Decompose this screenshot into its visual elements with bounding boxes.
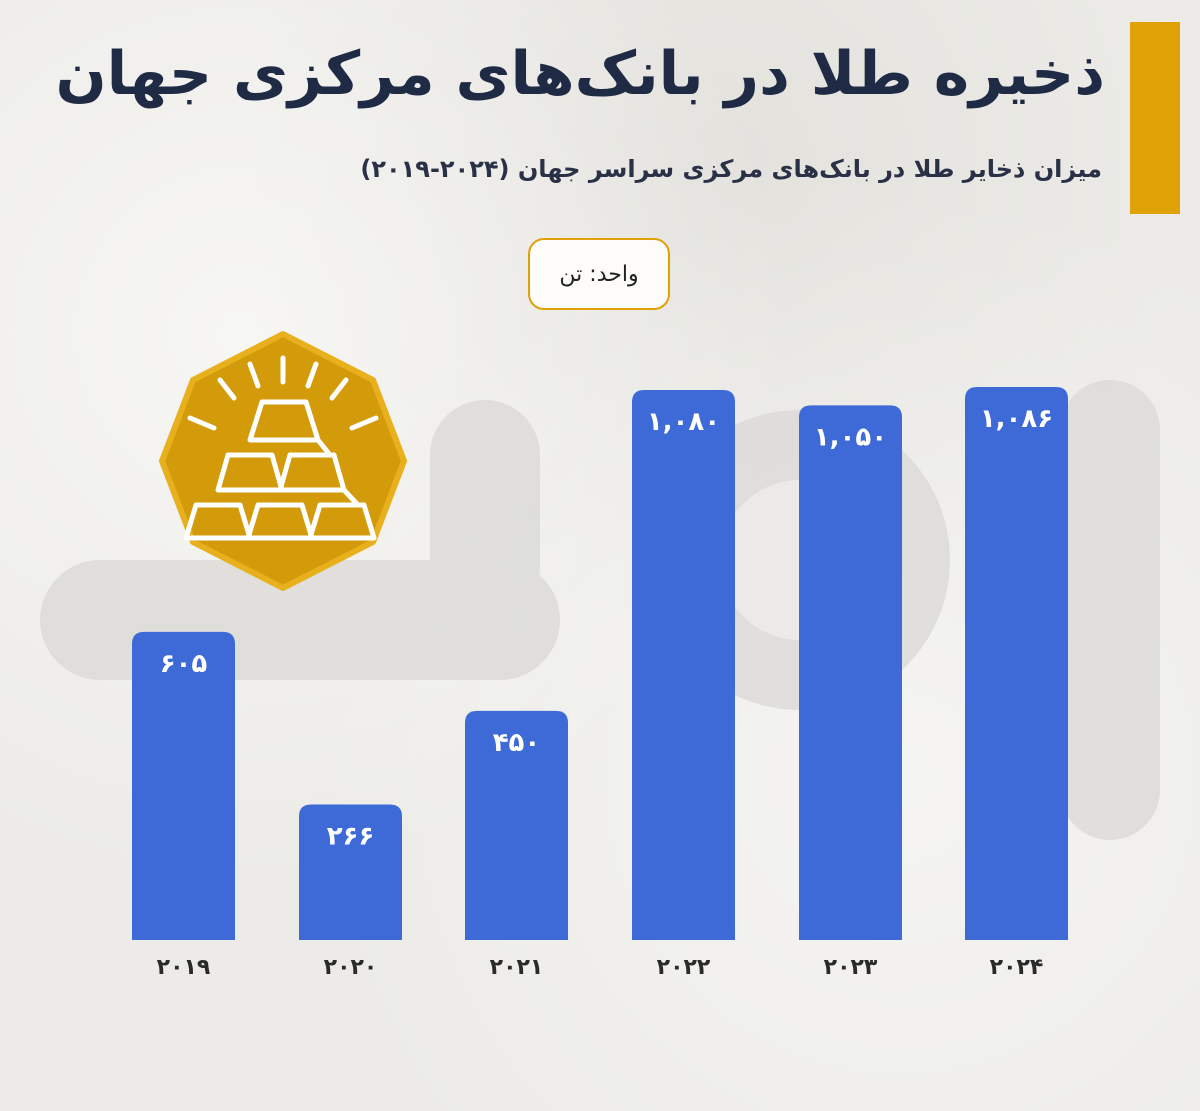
bar-0: [132, 631, 235, 940]
x-tick-label: ۲۰۲۳: [824, 955, 878, 980]
x-tick-label: ۲۰۲۴: [990, 955, 1044, 980]
unit-badge: واحد: تن: [528, 238, 670, 310]
bar-value-label: ۱,۰۸۶: [980, 404, 1053, 434]
accent-bar: [1130, 22, 1180, 214]
bar-2: [465, 710, 568, 940]
bar-value-label: ۱,۰۵۰: [814, 422, 887, 452]
gold-bars-icon: [159, 331, 407, 591]
page-subtitle: میزان ذخایر طلا در بانک‌های مرکزی سراسر …: [360, 155, 1102, 183]
bar-value-label: ۶۰۵: [160, 649, 208, 679]
x-tick-label: ۲۰۲۲: [657, 955, 711, 980]
bar-1: [299, 804, 402, 940]
page-title: ذخیره طلا در بانک‌های مرکزی جهان: [55, 39, 1105, 109]
x-tick-label: ۲۰۲۱: [490, 955, 544, 980]
bar-value-label: ۲۶۶: [327, 822, 375, 852]
bar-value-label: ۴۵۰: [493, 728, 541, 758]
bar-4: [799, 405, 902, 940]
bar-5: [965, 387, 1068, 940]
bar-3: [632, 390, 735, 940]
x-tick-label: ۲۰۲۰: [324, 955, 378, 980]
x-tick-label: ۲۰۱۹: [157, 955, 211, 980]
bar-value-label: ۱,۰۸۰: [647, 407, 720, 437]
unit-label: واحد: تن: [559, 261, 639, 287]
